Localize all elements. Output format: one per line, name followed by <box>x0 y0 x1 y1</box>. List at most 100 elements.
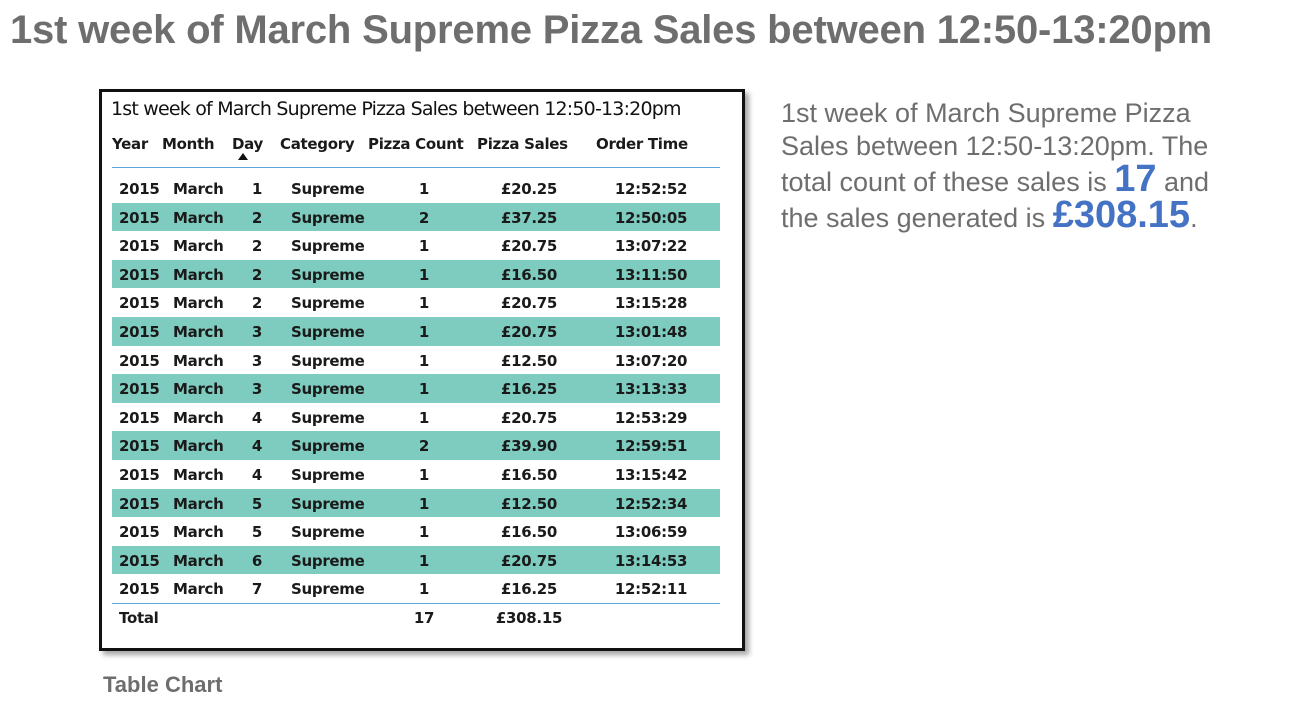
summary-end: . <box>1190 203 1198 233</box>
cell-category: Supreme <box>291 180 365 198</box>
cell-category: Supreme <box>291 380 365 399</box>
total-pizza-count: 17 <box>413 608 435 627</box>
cell-order-time: 13:06:59 <box>614 523 688 542</box>
cell-year: 2015 <box>119 208 160 227</box>
table-row[interactable]: 2015 March 3 Supreme 1 £16.25 13:13:33 <box>112 374 720 403</box>
cell-month: March <box>173 494 224 513</box>
cell-month: March <box>173 208 224 227</box>
cell-order-time: 12:52:34 <box>614 494 688 513</box>
table-row[interactable]: 2015 March 2 Supreme 1 £16.50 13:11:50 <box>112 259 720 289</box>
cell-day: 2 <box>251 265 263 284</box>
cell-pizza-sales: £20.25 <box>500 180 558 198</box>
cell-pizza-sales: £12.50 <box>500 351 558 370</box>
cell-order-time: 12:53:29 <box>614 408 688 427</box>
total-label: Total <box>119 608 159 627</box>
table-row[interactable]: 2015 March 4 Supreme 1 £16.50 13:15:42 <box>112 460 720 489</box>
cell-category: Supreme <box>291 351 365 370</box>
table-row[interactable]: 2015 March 2 Supreme 2 £37.25 12:50:05 <box>112 202 720 232</box>
cell-pizza-sales: £16.50 <box>500 465 558 484</box>
cell-pizza-count: 1 <box>418 551 430 570</box>
column-header-day[interactable]: Day <box>232 135 263 153</box>
cell-pizza-count: 1 <box>418 523 430 542</box>
cell-year: 2015 <box>119 551 160 570</box>
summary-line2: and the sales generated is <box>781 167 1210 233</box>
cell-order-time: 13:07:20 <box>614 351 688 370</box>
cell-category: Supreme <box>291 208 365 227</box>
table-row[interactable]: 2015 March 4 Supreme 2 £39.90 12:59:51 <box>112 431 720 460</box>
cell-order-time: 13:01:48 <box>614 322 688 341</box>
column-header-month[interactable]: Month <box>162 135 215 153</box>
cell-day: 3 <box>251 351 263 370</box>
cell-pizza-count: 1 <box>418 265 430 284</box>
cell-pizza-count: 1 <box>418 237 430 256</box>
column-header-category[interactable]: Category <box>280 135 355 153</box>
cell-month: March <box>173 380 224 399</box>
cell-year: 2015 <box>119 380 160 399</box>
table-row[interactable]: 2015 March 7 Supreme 1 £16.25 12:52:11 <box>112 574 720 603</box>
cell-day: 7 <box>251 580 263 599</box>
cell-day: 3 <box>251 380 263 399</box>
cell-month: March <box>173 180 224 198</box>
table-row[interactable]: 2015 March 1 Supreme 1 £20.25 12:52:52 <box>112 174 720 203</box>
cell-month: March <box>173 523 224 542</box>
table-header-row: Year Month Day Category Pizza Count Pizz… <box>112 130 720 168</box>
summary-count: 17 <box>1114 158 1157 200</box>
table-row[interactable]: 2015 March 3 Supreme 1 £12.50 13:07:20 <box>112 346 720 375</box>
cell-category: Supreme <box>291 465 365 484</box>
cell-pizza-sales: £37.25 <box>500 208 558 227</box>
cell-pizza-count: 1 <box>418 322 430 341</box>
cell-month: March <box>173 237 224 256</box>
cell-year: 2015 <box>119 465 160 484</box>
table-row[interactable]: 2015 March 5 Supreme 1 £16.50 13:06:59 <box>112 517 720 546</box>
cell-day: 5 <box>251 494 263 513</box>
cell-category: Supreme <box>291 322 365 341</box>
cell-order-time: 12:50:05 <box>614 208 688 227</box>
cell-day: 4 <box>251 408 263 427</box>
table-row[interactable]: 2015 March 5 Supreme 1 £12.50 12:52:34 <box>112 488 720 518</box>
cell-month: March <box>173 322 224 341</box>
column-header-year[interactable]: Year <box>112 135 148 153</box>
cell-pizza-count: 1 <box>418 580 430 599</box>
cell-pizza-count: 1 <box>418 465 430 484</box>
cell-year: 2015 <box>119 408 160 427</box>
table-visual[interactable]: 1st week of March Supreme Pizza Sales be… <box>99 89 745 651</box>
cell-pizza-count: 1 <box>418 380 430 399</box>
cell-pizza-count: 1 <box>418 494 430 513</box>
cell-order-time: 12:59:51 <box>614 437 688 456</box>
cell-order-time: 13:14:53 <box>614 551 688 570</box>
cell-year: 2015 <box>119 237 160 256</box>
cell-day: 2 <box>251 294 263 313</box>
cell-pizza-count: 1 <box>418 351 430 370</box>
cell-year: 2015 <box>119 523 160 542</box>
cell-pizza-sales: £20.75 <box>500 551 558 570</box>
cell-order-time: 13:15:42 <box>614 465 688 484</box>
table-row[interactable]: 2015 March 4 Supreme 1 £20.75 12:53:29 <box>112 403 720 432</box>
table-row[interactable]: 2015 March 2 Supreme 1 £20.75 13:07:22 <box>112 231 720 260</box>
cell-category: Supreme <box>291 437 365 456</box>
cell-pizza-sales: £16.25 <box>500 580 558 599</box>
cell-month: March <box>173 437 224 456</box>
column-header-pizza-count[interactable]: Pizza Count <box>368 135 464 153</box>
cell-pizza-sales: £39.90 <box>500 437 558 456</box>
cell-pizza-sales: £20.75 <box>500 237 558 256</box>
sort-ascending-icon <box>238 153 248 160</box>
cell-year: 2015 <box>119 294 160 313</box>
column-header-order-time[interactable]: Order Time <box>596 135 688 153</box>
table-row[interactable]: 2015 March 6 Supreme 1 £20.75 13:14:53 <box>112 545 720 575</box>
cell-pizza-sales: £20.75 <box>500 408 558 427</box>
cell-pizza-sales: £16.50 <box>500 523 558 542</box>
cell-pizza-count: 1 <box>418 180 430 198</box>
table-row[interactable]: 2015 March 3 Supreme 1 £20.75 13:01:48 <box>112 316 720 346</box>
cell-year: 2015 <box>119 437 160 456</box>
cell-year: 2015 <box>119 580 160 599</box>
table-row[interactable]: 2015 March 2 Supreme 1 £20.75 13:15:28 <box>112 288 720 317</box>
column-header-pizza-sales[interactable]: Pizza Sales <box>477 135 568 153</box>
cell-pizza-count: 1 <box>418 294 430 313</box>
summary-line1: 1st week of March Supreme Pizza Sales be… <box>781 98 1209 197</box>
cell-day: 2 <box>251 237 263 256</box>
chart-caption: Table Chart <box>103 672 223 697</box>
cell-year: 2015 <box>119 265 160 284</box>
cell-pizza-sales: £16.25 <box>500 380 558 399</box>
cell-order-time: 13:11:50 <box>614 265 688 284</box>
total-pizza-sales: £308.15 <box>495 608 563 627</box>
